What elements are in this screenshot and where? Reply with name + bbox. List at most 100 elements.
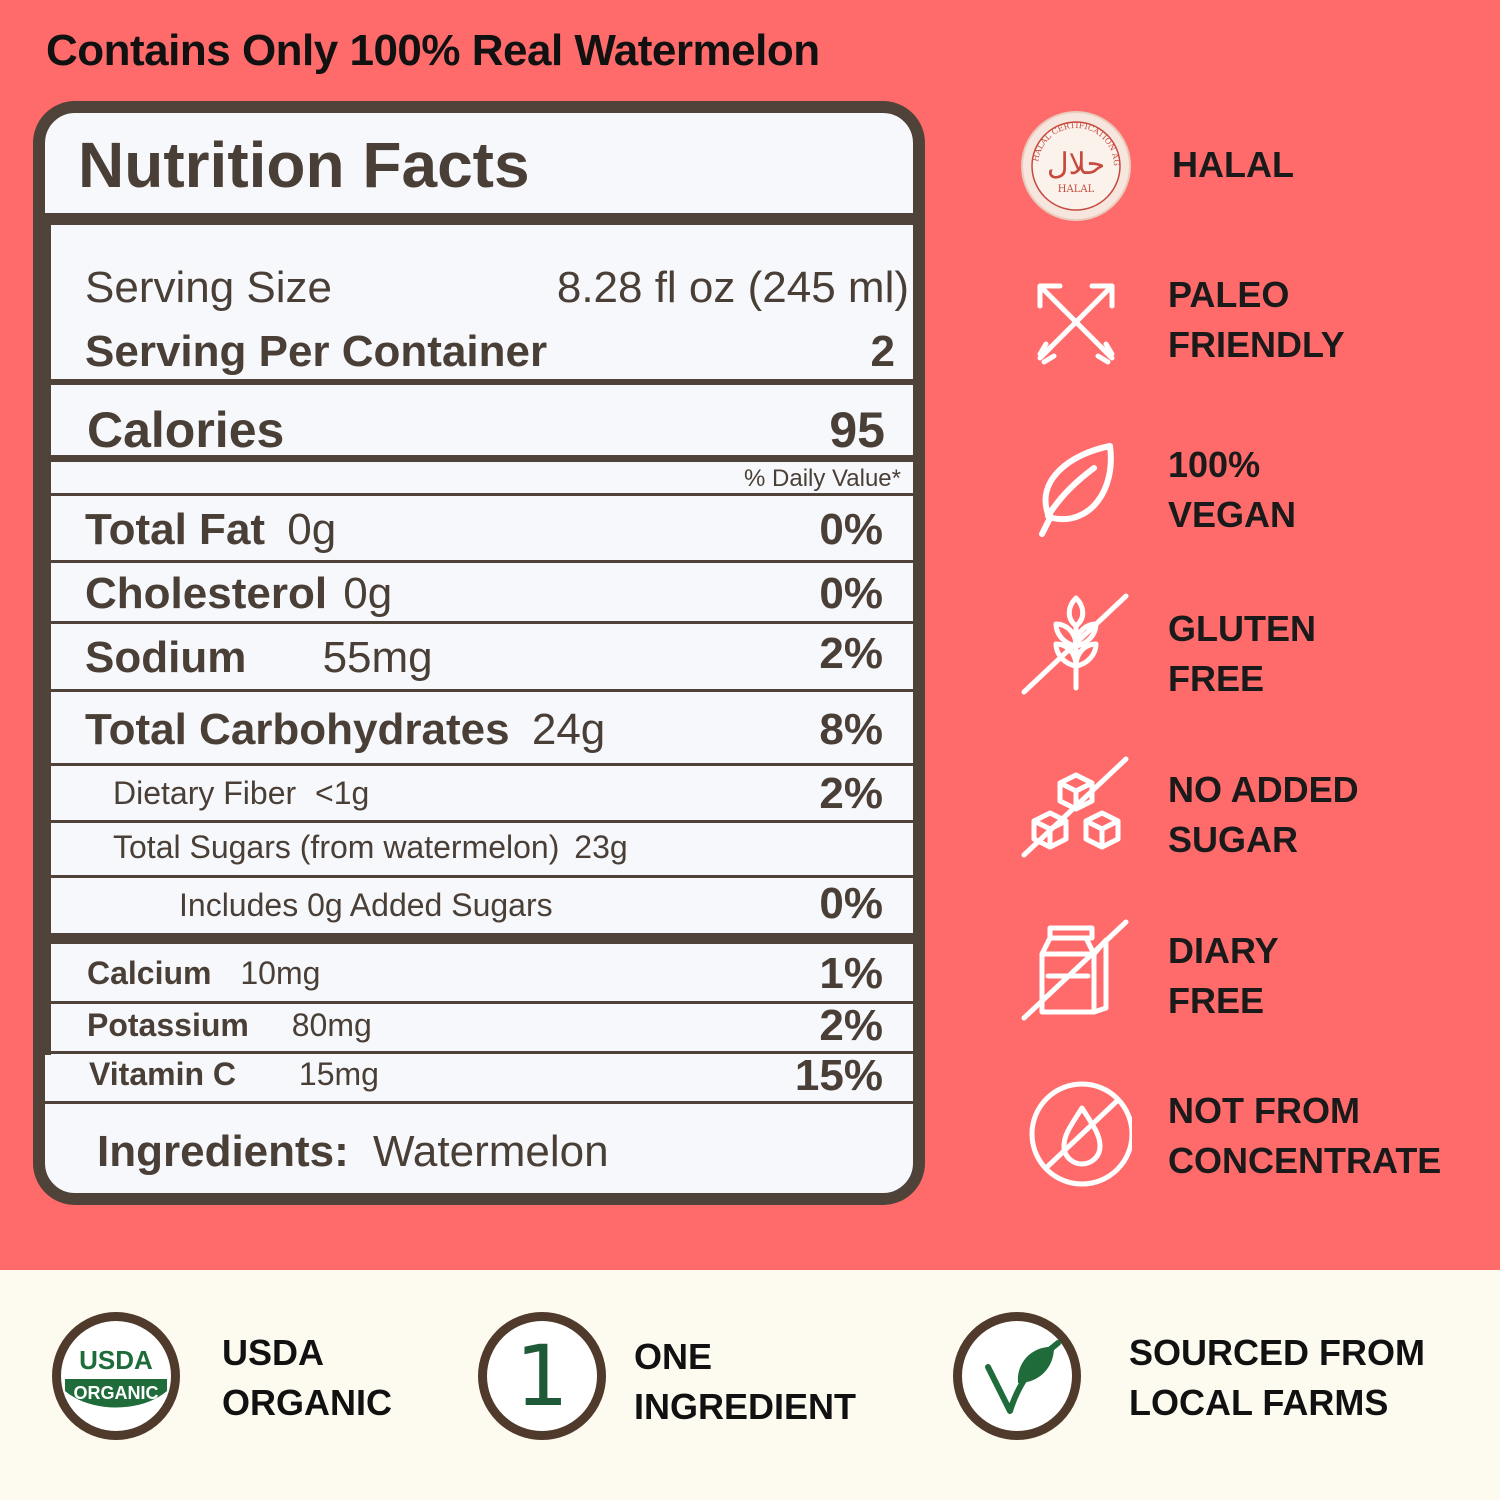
vitamin-c-row: Vitamin C 15mg [89, 1056, 379, 1093]
usda-organic-label: USDA ORGANIC [222, 1332, 392, 1423]
divider-thick [45, 933, 913, 944]
local-farms-seal [953, 1312, 1081, 1440]
one-ingredient-feature: 1 ONE INGREDIENT [478, 1312, 878, 1444]
svg-text:حلال: حلال [1047, 147, 1105, 182]
total-fat-row: Total Fat 0g [85, 505, 336, 555]
divider [45, 875, 913, 878]
vitamin-c-label: Vitamin C [89, 1056, 236, 1092]
vitamin-c-dv: 15% [794, 1051, 883, 1100]
checkmark-leaf-icon [985, 1340, 1061, 1414]
sugar-cubes-crossed-icon [1021, 756, 1129, 858]
ingredients-value: Watermelon [373, 1127, 609, 1176]
divider [45, 621, 913, 624]
halal-seal-icon: HALAL CERTIFICATION AGENCY حلال HALAL [1020, 110, 1131, 221]
cholesterol-amount: 0g [343, 569, 393, 618]
headline: Contains Only 100% Real Watermelon [46, 26, 820, 75]
cholesterol-dv: 0% [819, 569, 883, 618]
badge-paleo-friendly: PALEO FRIENDLY [1020, 270, 1480, 390]
total-carbs-dv: 8% [819, 705, 883, 754]
ingredients-label: Ingredients: [97, 1127, 349, 1176]
dietary-fiber-row: Dietary Fiber <1g [113, 775, 369, 812]
total-carbs-label: Total Carbohydrates [85, 705, 510, 754]
total-fat-label: Total Fat [85, 505, 266, 554]
calories-value: 95 [829, 402, 885, 458]
leaf-icon [1039, 443, 1114, 537]
potassium-amount: 80mg [291, 1007, 372, 1043]
daily-value-header: % Daily Value* [744, 465, 901, 492]
potassium-dv: 2% [819, 1001, 883, 1050]
divider [45, 820, 913, 823]
sodium-row: Sodium 55mg [85, 633, 433, 683]
divider [45, 1101, 913, 1104]
serving-size-value: 8.28 fl oz (245 ml) [556, 263, 909, 312]
divider [45, 1001, 913, 1004]
badge-halal: HALAL CERTIFICATION AGENCY حلال HALAL HA… [1020, 110, 1480, 230]
divider [45, 763, 913, 766]
svg-text:HALAL: HALAL [1058, 184, 1095, 195]
badge-label: HALAL [1172, 144, 1294, 185]
divider [45, 379, 913, 385]
divider [45, 689, 913, 692]
total-sugars-amount: 23g [574, 829, 628, 865]
drop-crossed-icon [1029, 1081, 1132, 1187]
panel-left-edge [45, 225, 51, 1055]
badge-gluten-free: GLUTEN FREE [1020, 592, 1480, 712]
calcium-dv: 1% [819, 949, 883, 998]
servings-per-container-value: 2 [870, 327, 895, 376]
usda-organic-seal: USDA ORGANIC [52, 1312, 180, 1440]
divider [45, 560, 913, 563]
badge-label: NO ADDED SUGAR [1168, 769, 1359, 860]
added-sugars-label: Includes 0g Added Sugars [179, 887, 553, 923]
one-ingredient-seal: 1 [478, 1312, 606, 1440]
total-sugars-row: Total Sugars (from watermelon) 23g [113, 829, 628, 866]
nutrition-facts-panel: Nutrition Facts Serving Size 8.28 fl oz … [33, 101, 925, 1205]
total-carbs-row: Total Carbohydrates 24g [85, 705, 605, 755]
badge-not-from-concentrate: NOT FROM CONCENTRATE [1020, 1078, 1480, 1198]
sodium-label: Sodium [85, 633, 247, 682]
divider-thick [45, 213, 913, 225]
one-ingredient-label: ONE INGREDIENT [634, 1336, 857, 1427]
wheat-crossed-icon [1021, 593, 1129, 695]
usda-organic-icon: USDA ORGANIC [65, 1345, 167, 1408]
cholesterol-row: Cholesterol 0g [85, 569, 392, 619]
calories-label: Calories [87, 402, 285, 458]
badge-label: PALEO FRIENDLY [1168, 274, 1345, 365]
svg-text:USDA: USDA [79, 1345, 153, 1375]
ingredients-row: Ingredients: Watermelon [97, 1127, 609, 1177]
serving-size-label: Serving Size [85, 263, 333, 312]
badge-dairy-free: DIARY FREE [1020, 918, 1480, 1038]
badge-label: GLUTEN FREE [1168, 608, 1316, 699]
crossed-arrows-icon [1037, 283, 1115, 365]
added-sugars-dv: 0% [819, 879, 883, 928]
badge-label: 100% VEGAN [1168, 444, 1297, 535]
nutrition-facts-title: Nutrition Facts [78, 129, 530, 201]
local-farms-label: SOURCED FROM LOCAL FARMS [1129, 1332, 1425, 1423]
cholesterol-label: Cholesterol [85, 569, 328, 618]
dietary-fiber-label: Dietary Fiber [113, 775, 297, 811]
potassium-row: Potassium 80mg [87, 1007, 372, 1044]
sodium-amount: 55mg [322, 633, 433, 682]
calcium-amount: 10mg [240, 955, 321, 991]
dietary-fiber-dv: 2% [819, 769, 883, 818]
badge-label: DIARY FREE [1168, 930, 1279, 1021]
sodium-dv: 2% [819, 629, 883, 678]
divider [45, 493, 913, 496]
divider [45, 455, 913, 462]
badge-label: NOT FROM CONCENTRATE [1168, 1090, 1442, 1181]
milk-carton-crossed-icon [1021, 919, 1129, 1021]
calcium-label: Calcium [87, 955, 212, 991]
badge-no-added-sugar: NO ADDED SUGAR [1020, 755, 1480, 875]
total-fat-amount: 0g [287, 505, 337, 554]
usda-organic-feature: USDA ORGANIC USDA ORGANIC [52, 1312, 432, 1444]
local-farms-feature: SOURCED FROM LOCAL FARMS [953, 1312, 1453, 1444]
total-fat-dv: 0% [819, 505, 883, 554]
calcium-row: Calcium 10mg [87, 955, 320, 992]
svg-text:ORGANIC: ORGANIC [74, 1383, 159, 1403]
badge-vegan: 100% VEGAN [1020, 440, 1480, 560]
number-one-icon: 1 [515, 1327, 569, 1425]
total-carbs-amount: 24g [531, 705, 606, 754]
potassium-label: Potassium [87, 1007, 249, 1043]
dietary-fiber-amount: <1g [315, 775, 370, 811]
total-sugars-label: Total Sugars (from watermelon) [113, 829, 560, 865]
servings-per-container-label: Serving Per Container [85, 327, 548, 376]
